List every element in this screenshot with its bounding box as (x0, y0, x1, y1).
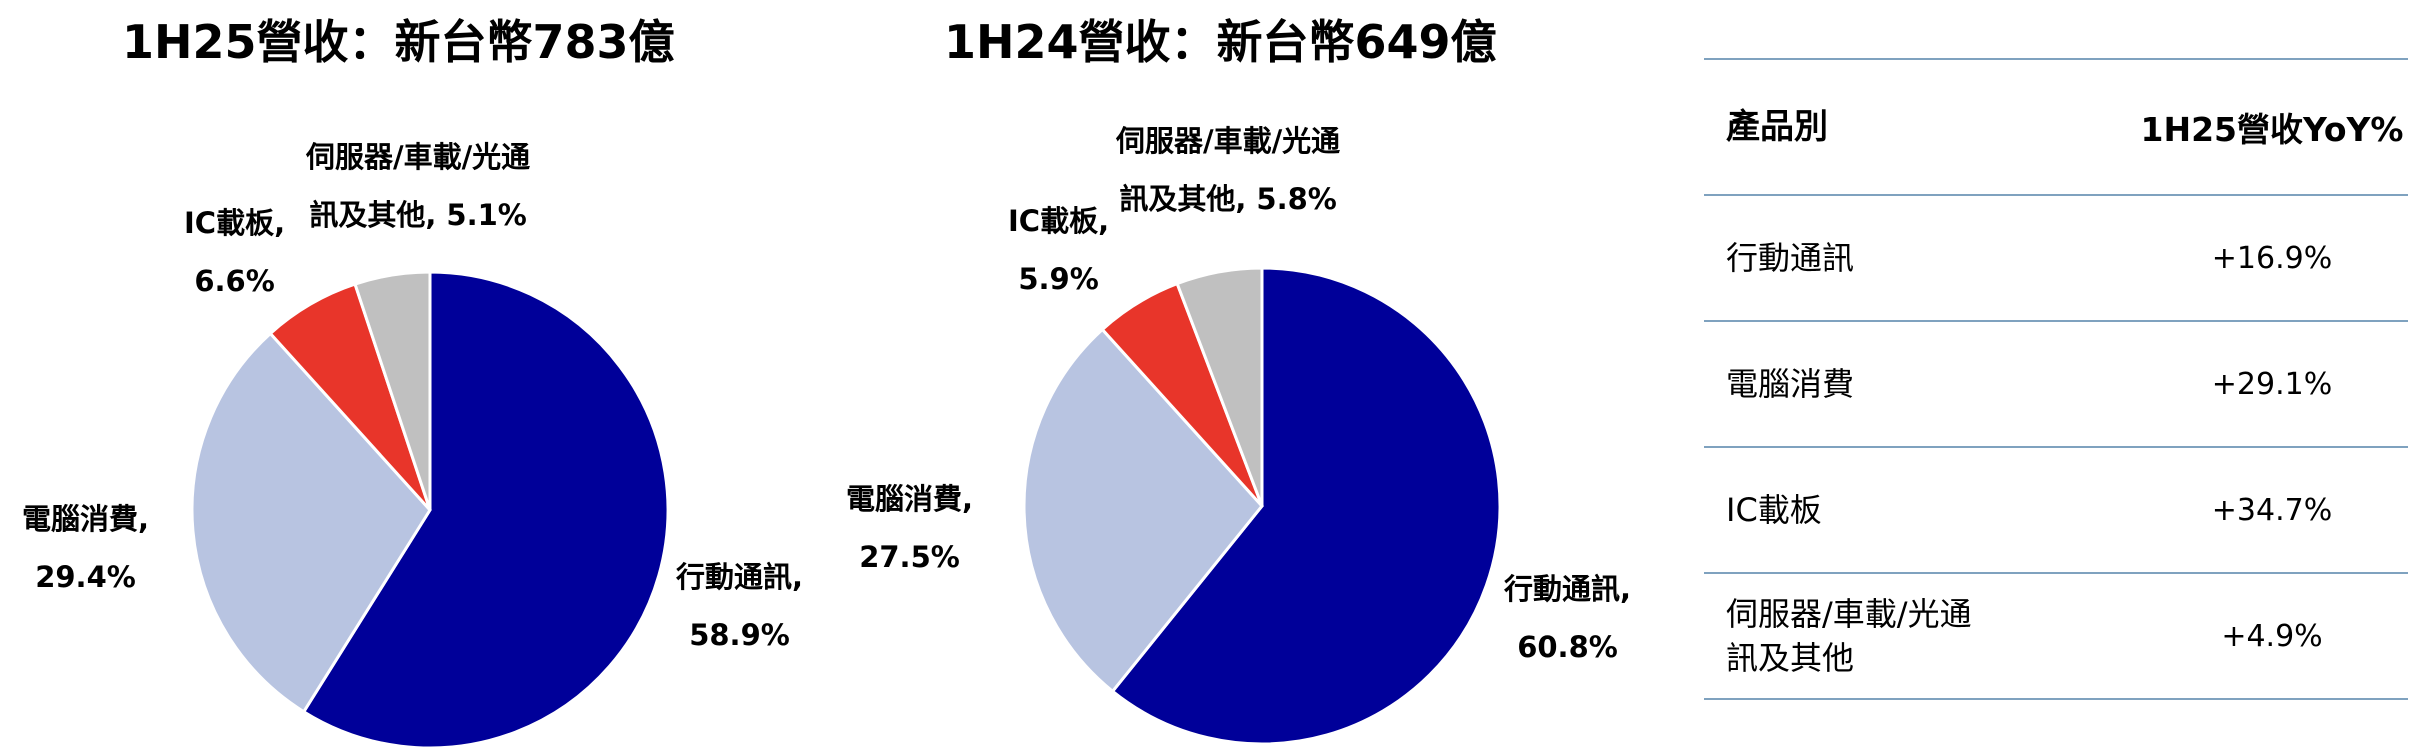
pie1-label-mobile-value: 58.9% (689, 618, 790, 652)
chart-title-1h24: 1H24營收：新台幣649億 (944, 15, 1497, 69)
pie2-label-ic: IC載板, 5.9% (1008, 192, 1109, 308)
table-row: 行動通訊 +16.9% (1704, 196, 2408, 322)
table-cell-product: 伺服器/車載/光通 訊及其他 (1704, 592, 2136, 680)
pie2-label-mobile: 行動通訊, 60.8% (1504, 560, 1631, 676)
table-cell-product-line1: 伺服器/車載/光通 (1726, 595, 1972, 633)
pie2-slice-pc (1022, 327, 1264, 694)
pie2-label-pc: 電腦消費, 27.5% (846, 470, 973, 586)
table-row: 伺服器/車載/光通 訊及其他 +4.9% (1704, 574, 2408, 700)
pie1-slice-mobile (301, 270, 670, 750)
table-cell-yoy: +4.9% (2221, 618, 2323, 654)
pie1-slice-pc (190, 331, 432, 714)
table-cell-product: 行動通訊 (1726, 239, 1855, 277)
pie1-label-ic: IC載板, 6.6% (184, 194, 285, 310)
pie1-label-server-line2: 訊及其他, 5.1% (309, 198, 527, 232)
table-header-product: 產品別 (1726, 107, 1828, 147)
table-header-row: 產品別 1H25營收YoY% (1704, 60, 2408, 196)
pie1-label-pc-value: 29.4% (35, 560, 136, 594)
table-cell-product: IC載板 (1726, 491, 1822, 529)
pie1-label-mobile-name: 行動通訊, (676, 560, 804, 594)
pie1-label-server-line1: 伺服器/車載/光通 (306, 140, 531, 174)
table-cell-product-line2: 訊及其他 (1726, 639, 1855, 677)
pie2-label-pc-value: 27.5% (859, 540, 960, 574)
pie1-slice-server (353, 270, 432, 511)
table-row: IC載板 +34.7% (1704, 448, 2408, 574)
table-header-yoy: 1H25營收YoY% (2140, 110, 2404, 149)
table-cell-yoy: +16.9% (2211, 240, 2333, 276)
table-row: 電腦消費 +29.1% (1704, 322, 2408, 448)
pie2-slice-server (1175, 266, 1264, 507)
table-cell-yoy: +34.7% (2211, 492, 2333, 528)
pie2-label-ic-name: IC載板, (1008, 204, 1110, 238)
pie1-label-pc-name: 電腦消費, (22, 502, 150, 536)
pie-chart-1h25 (190, 270, 670, 750)
pie2-label-server-line2: 訊及其他, 5.8% (1119, 182, 1337, 216)
pie2-label-server: 伺服器/車載/光通 訊及其他, 5.8% (1116, 112, 1340, 228)
pie-chart-1h24 (1022, 266, 1502, 746)
pie1-label-mobile: 行動通訊, 58.9% (676, 548, 803, 664)
pie1-label-ic-value: 6.6% (194, 264, 275, 298)
pie2-label-server-line1: 伺服器/車載/光通 (1116, 124, 1341, 158)
pie2-label-mobile-value: 60.8% (1517, 630, 1618, 664)
pie2-slice-mobile (1110, 266, 1502, 746)
table-cell-product: 電腦消費 (1726, 365, 1855, 403)
pie1-label-ic-name: IC載板, (184, 206, 286, 240)
pie1-label-server: 伺服器/車載/光通 訊及其他, 5.1% (306, 128, 530, 244)
pie2-label-mobile-name: 行動通訊, (1504, 572, 1632, 606)
chart-title-1h25: 1H25營收：新台幣783億 (122, 15, 675, 69)
pie1-label-pc: 電腦消費, 29.4% (22, 490, 149, 606)
pie2-label-ic-value: 5.9% (1018, 262, 1099, 296)
table-cell-yoy: +29.1% (2211, 366, 2333, 402)
yoy-table: 產品別 1H25營收YoY% 行動通訊 +16.9% 電腦消費 +29.1% I… (1704, 58, 2408, 700)
pie2-label-pc-name: 電腦消費, (846, 482, 974, 516)
